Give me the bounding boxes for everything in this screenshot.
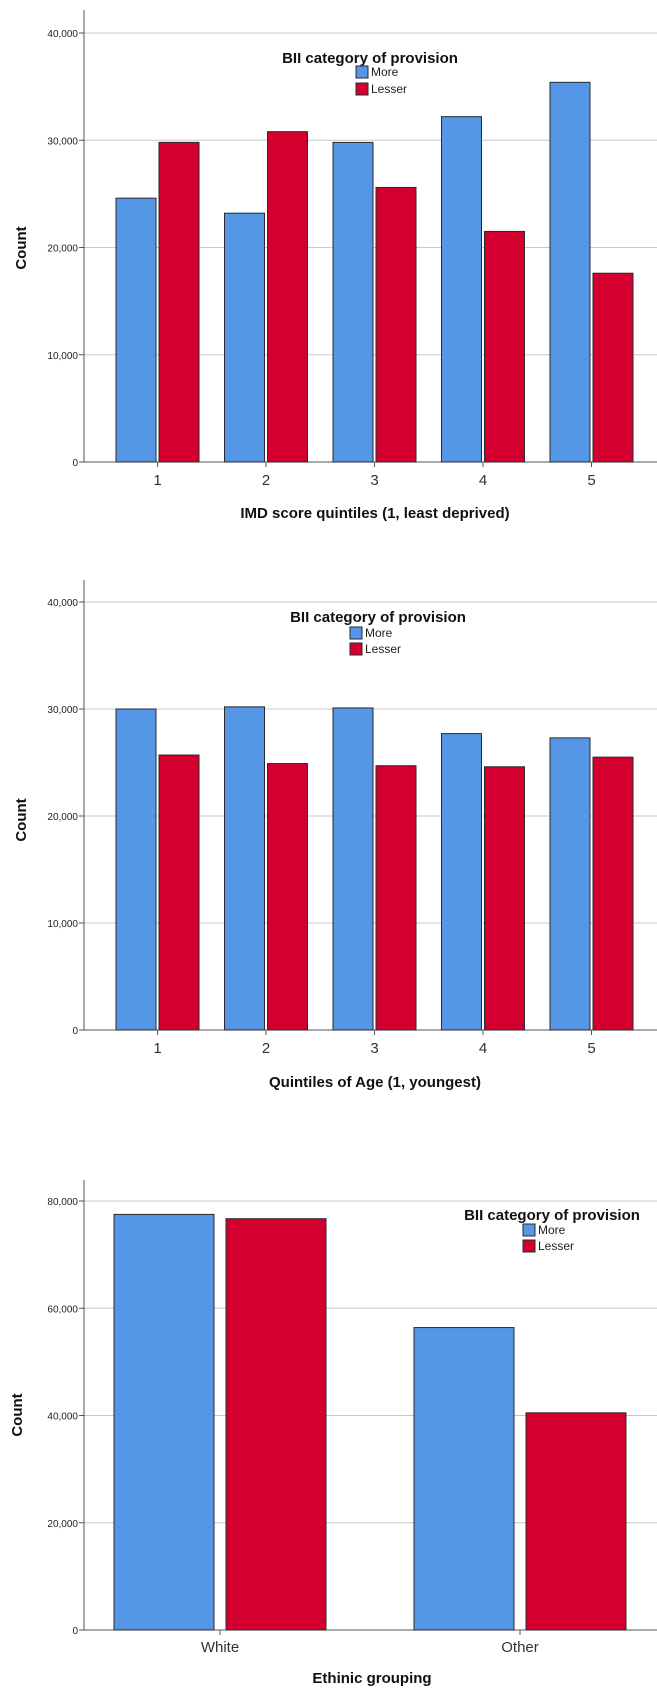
legend-swatch-lesser	[349, 642, 363, 656]
y-axis-title: Count	[13, 226, 30, 269]
bar-lesser-3	[375, 186, 417, 463]
bar-lesser-4	[484, 766, 525, 1031]
bar-lesser-4	[484, 230, 525, 463]
bar-lesser-5	[592, 756, 634, 1031]
y-axis-title: Count	[9, 1393, 26, 1436]
y-tick-label: 20,000	[47, 812, 78, 823]
y-tick-label: 0	[72, 1626, 78, 1637]
legend-title: BII category of provision	[290, 609, 466, 626]
bar-more-white	[113, 1213, 215, 1631]
legend-swatch-more	[349, 626, 363, 640]
y-tick-label: 40,000	[47, 29, 78, 40]
age-quintile-chart: 0 10,000 20,000 30,000 40,000 1 2 3 4 5 Quintiles …	[13, 580, 657, 1091]
x-tick-label: 5	[587, 472, 595, 489]
y-tick-label: 40,000	[47, 598, 78, 609]
legend-swatch-lesser	[355, 82, 369, 96]
bar-more-2	[224, 212, 265, 463]
bar-lesser-1	[158, 141, 200, 463]
legend-label-more: More	[365, 626, 393, 640]
bar-more-2	[224, 706, 265, 1031]
bar-more-4	[441, 733, 482, 1031]
x-tick-label: 1	[153, 472, 161, 489]
y-tick-label: 30,000	[47, 705, 78, 716]
legend-label-lesser: Lesser	[371, 82, 407, 96]
y-tick-label: 0	[72, 1026, 78, 1037]
x-tick-label: 2	[262, 472, 270, 489]
bar-more-4	[441, 116, 482, 463]
x-tick-label: 4	[479, 1040, 487, 1057]
x-axis-title: Ethinic grouping	[312, 1670, 431, 1687]
y-tick-label: 60,000	[47, 1304, 78, 1315]
y-tick-label: 20,000	[47, 244, 78, 255]
legend-title: BII category of provision	[464, 1207, 640, 1224]
legend-label-lesser: Lesser	[538, 1239, 574, 1253]
bar-lesser-2	[267, 763, 308, 1031]
x-tick-label: 2	[262, 1040, 270, 1057]
legend-swatch-more	[522, 1223, 536, 1237]
x-axis-title: IMD score quintiles (1, least deprived)	[240, 505, 509, 522]
x-tick-label: 3	[370, 1040, 378, 1057]
bar-lesser-white	[225, 1218, 327, 1631]
bar-lesser-3	[375, 765, 417, 1031]
x-tick-label: 1	[153, 1040, 161, 1057]
bar-more-3	[332, 141, 374, 463]
bar-more-5	[549, 737, 591, 1031]
imd-quintile-chart: 0 10,000 20,000 30,000 40,000 1 2 3 4 5 IMD score …	[13, 10, 657, 522]
bar-more-3	[332, 707, 374, 1031]
y-tick-label: 40,000	[47, 1412, 78, 1423]
legend-title: BII category of provision	[282, 50, 458, 67]
y-axis-title: Count	[13, 798, 30, 841]
y-tick-label: 80,000	[47, 1197, 78, 1208]
bar-lesser-5	[592, 272, 634, 463]
bar-more-1	[115, 197, 157, 463]
bar-more-5	[549, 81, 591, 463]
ethnic-grouping-chart: 0 20,000 40,000 60,000 80,000 White Other Ethin…	[9, 1180, 657, 1687]
y-tick-label: 30,000	[47, 136, 78, 147]
legend-swatch-more	[355, 65, 369, 79]
x-axis-title: Quintiles of Age (1, youngest)	[269, 1074, 481, 1091]
y-tick-label: 10,000	[47, 919, 78, 930]
x-tick-label: Other	[501, 1639, 539, 1656]
x-tick-label: White	[201, 1639, 239, 1656]
bar-more-other	[413, 1327, 515, 1631]
x-tick-label: 5	[587, 1040, 595, 1057]
legend-swatch-lesser	[522, 1239, 536, 1253]
y-tick-label: 0	[72, 458, 78, 469]
legend-label-lesser: Lesser	[365, 642, 401, 656]
y-tick-label: 10,000	[47, 351, 78, 362]
x-tick-label: 4	[479, 472, 487, 489]
bar-lesser-1	[158, 754, 200, 1031]
y-tick-label: 20,000	[47, 1519, 78, 1530]
bar-more-1	[115, 708, 157, 1031]
bar-lesser-other	[525, 1412, 627, 1631]
legend-label-more: More	[538, 1223, 566, 1237]
x-tick-label: 3	[370, 472, 378, 489]
bar-lesser-2	[267, 131, 308, 463]
legend-label-more: More	[371, 65, 399, 79]
